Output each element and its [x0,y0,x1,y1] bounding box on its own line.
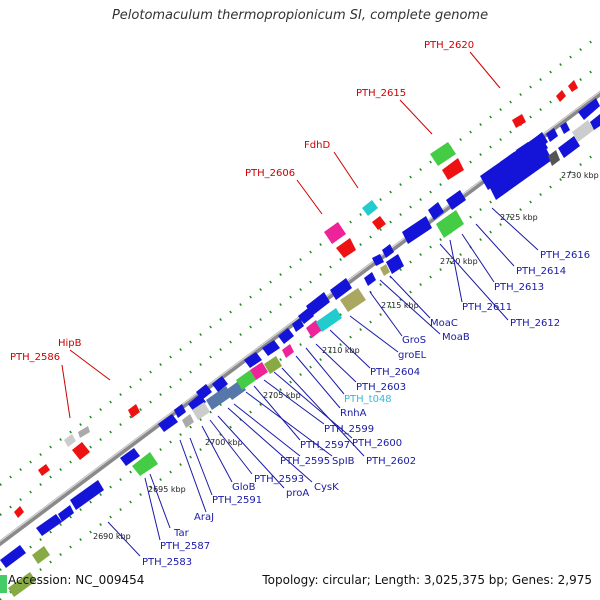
gene-label[interactable]: HipB [58,338,82,349]
feature-red-top [556,90,566,102]
kbp-tick: 2695 kbp [148,485,186,494]
status-bar: Accession: NC_009454 Topology: circular;… [0,573,600,593]
gene-label[interactable]: FdhD [304,140,330,151]
feature-green-pth2615 [430,142,456,166]
feature-red-small-2 [128,404,140,418]
gene-label[interactable]: PTH_2603 [356,382,406,393]
gene-label[interactable]: PTH_2615 [356,88,406,99]
gene-label[interactable]: PTH_2586 [10,352,60,363]
kbp-tick: 2725 kbp [500,213,538,222]
inner-dotted-guide-2 [0,149,600,600]
gene-label[interactable]: PTH_2593 [254,474,304,485]
kbp-tick: 2690 kbp [93,532,131,541]
gene-label[interactable]: PTH_2612 [510,318,560,329]
feature-red-pth2606 [336,238,356,258]
feature-gray [64,434,76,447]
gene-label[interactable]: PTH_2602 [366,456,416,467]
kbp-tick: 2700 kbp [205,438,243,447]
gene-label[interactable]: GroS [402,335,426,346]
gene-label[interactable]: PTH_2620 [424,40,474,51]
kbp-tick: 2705 kbp [263,391,301,400]
gene-label[interactable]: RnhA [340,408,367,419]
kbp-tick: 2715 kbp [381,301,419,310]
gene-label[interactable]: PTH_2613 [494,282,544,293]
gene-label[interactable]: Tar [173,528,190,539]
accession-text: Accession: NC_009454 [8,573,145,587]
feature-pink-pth2606 [324,222,346,244]
kbp-scale: 2690 kbp 2695 kbp 2700 kbp 2705 kbp 2710… [93,171,599,541]
gene-label[interactable]: AraJ [194,512,214,523]
gene-label[interactable]: PTH_2587 [160,541,210,552]
gene-label[interactable]: PTH_2597 [300,440,350,451]
outer-callouts: PTH_2586 HipB PTH_2606 FdhD PTH_2615 PTH… [10,40,501,419]
feature-red-top-2 [568,80,578,92]
feature-red-fdhd [372,216,386,230]
gene-label[interactable]: CysK [314,482,339,493]
feature-hipb [72,442,90,460]
gene-label[interactable]: PTH_2616 [540,250,590,261]
gene-label[interactable]: SpIB [332,456,355,467]
gene-label[interactable]: PTH_t048 [344,394,392,405]
legend-swatch [0,575,7,593]
forward-strand-features [14,80,578,518]
inner-gene-labels: PTH_2583 PTH_2587 Tar AraJ PTH_2591 GloB… [142,250,590,568]
gene-label[interactable]: PTH_2591 [212,495,262,506]
gene-label[interactable]: PTH_2614 [516,266,566,277]
feature-gray-2 [78,426,90,438]
topology-text: Topology: circular; Length: 3,025,375 bp… [262,573,592,587]
gene-label[interactable]: PTH_2599 [324,424,374,435]
feature-cyan-fdhd [362,200,378,216]
outer-dotted-guide-2 [0,64,600,516]
gene-label[interactable]: PTH_2611 [462,302,512,313]
gene-label[interactable]: GloB [232,482,256,493]
gene-label[interactable]: proA [286,488,309,499]
gene-label[interactable]: MoaB [442,332,470,343]
kbp-tick: 2710 kbp [322,346,360,355]
feature-red-pth2615 [442,158,464,180]
gene-label[interactable]: groEL [398,350,427,361]
outer-dotted-guide [0,34,600,486]
kbp-tick: 2730 kbp [561,171,599,180]
feature-red-left [14,506,24,518]
inner-callouts [107,207,539,557]
kbp-tick: 2720 kbp [440,257,478,266]
gene-label[interactable]: MoaC [430,318,458,329]
feature-red-small [38,464,50,476]
gene-label[interactable]: PTH_2606 [245,168,295,179]
gene-label[interactable]: PTH_2600 [352,438,402,449]
feature-red-pth2620 [512,114,526,128]
gene-label[interactable]: PTH_2595 [280,456,330,467]
gene-label[interactable]: PTH_2583 [142,557,192,568]
gene-label[interactable]: PTH_2604 [370,367,420,378]
page-title: Pelotomaculum thermopropionicum SI, comp… [111,8,489,23]
reverse-strand-features [0,98,600,597]
